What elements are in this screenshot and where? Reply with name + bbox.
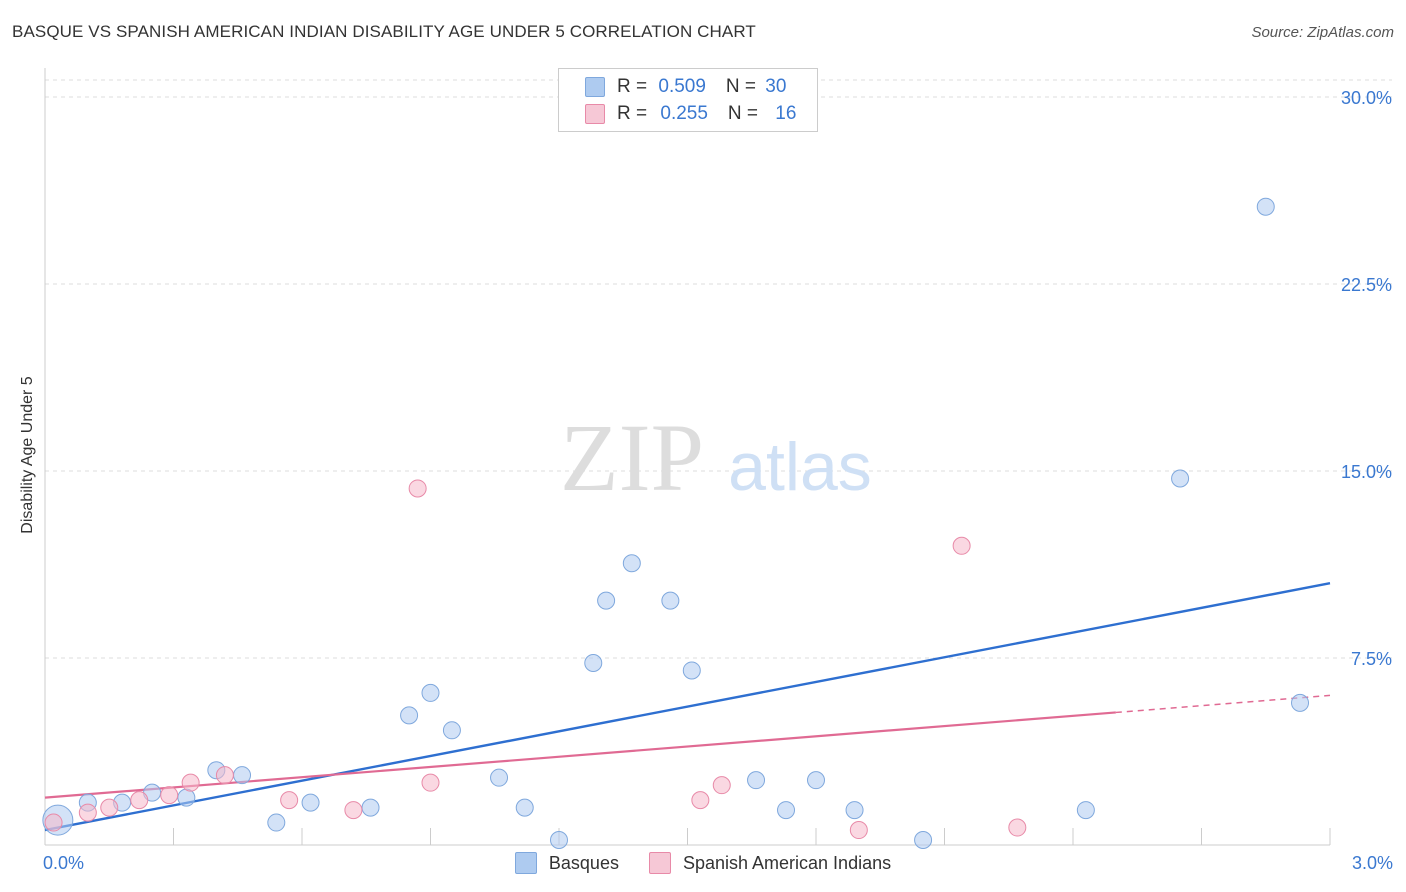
point-basques — [233, 766, 252, 785]
source-label: Source: ZipAtlas.com — [1251, 24, 1394, 41]
legend-row-spanish-american-indians: R = 0.255 N = 16 — [585, 102, 796, 126]
data-points — [42, 197, 1310, 850]
tick-labels: 7.5% 15.0% 22.5% 30.0% 0.0% 3.0% — [43, 88, 1393, 873]
point-basques — [490, 768, 509, 787]
point-basques — [1291, 693, 1310, 712]
point-basques — [1171, 469, 1190, 488]
point-basques — [301, 793, 320, 812]
chart-title: BASQUE VS SPANISH AMERICAN INDIAN DISABI… — [12, 22, 756, 41]
series-legend: Basques Spanish American Indians — [0, 852, 1406, 874]
legend-n-label: N = — [727, 103, 764, 124]
watermark-zip: ZIP — [560, 404, 704, 511]
legend-r-value: 0.509 — [658, 76, 706, 97]
legend-n-value: 16 — [775, 103, 797, 124]
point-basques — [1076, 801, 1095, 820]
point-spanish-american-indians — [691, 791, 710, 810]
y-tick-label: 30.0% — [1341, 88, 1392, 108]
y-tick-label: 15.0% — [1341, 462, 1392, 482]
legend-r-value: 0.255 — [660, 103, 708, 124]
legend-swatch-spanish-american-indians — [585, 104, 605, 124]
legend-r-label: R = — [617, 76, 653, 97]
point-basques — [682, 661, 701, 680]
point-spanish-american-indians — [1008, 818, 1027, 837]
point-basques — [747, 771, 766, 790]
point-basques — [584, 653, 603, 672]
watermark: ZIP atlas — [560, 404, 872, 511]
point-basques — [361, 798, 380, 817]
point-basques — [807, 771, 825, 790]
legend-n-label: N = — [725, 76, 762, 97]
y-tick-label: 22.5% — [1341, 275, 1392, 295]
trend-line-0 — [44, 582, 1331, 832]
point-basques — [914, 831, 933, 850]
stats-legend: R = 0.509 N = 30 R = 0.255 N = 16 — [558, 68, 818, 132]
point-spanish-american-indians — [421, 773, 440, 792]
point-spanish-american-indians — [160, 786, 179, 805]
legend-row-basques: R = 0.509 N = 30 — [585, 75, 786, 99]
watermark-atlas: atlas — [728, 429, 872, 505]
point-basques — [661, 591, 680, 610]
legend-item-basques[interactable]: Basques — [514, 852, 619, 874]
point-basques — [400, 706, 419, 725]
point-spanish-american-indians — [78, 803, 97, 822]
point-spanish-american-indians — [181, 773, 200, 792]
point-spanish-american-indians — [849, 821, 868, 840]
y-tick-label: 7.5% — [1351, 649, 1392, 669]
point-basques — [597, 591, 616, 610]
legend-label-basques: Basques — [548, 852, 619, 873]
point-spanish-american-indians — [100, 798, 119, 817]
legend-swatch-basques — [514, 852, 537, 874]
point-basques — [550, 831, 568, 850]
point-spanish-american-indians — [408, 479, 427, 498]
point-basques — [1256, 197, 1275, 216]
legend-swatch-spanish-american-indians — [648, 852, 671, 874]
trend-line-1 — [44, 711, 1116, 799]
x-tick-label: 3.0% — [1352, 853, 1393, 873]
point-spanish-american-indians — [215, 766, 234, 785]
point-spanish-american-indians — [952, 536, 971, 555]
point-basques — [622, 554, 641, 573]
trend-lines — [44, 582, 1331, 832]
point-basques — [267, 813, 286, 832]
point-spanish-american-indians — [712, 776, 731, 795]
point-spanish-american-indians — [280, 791, 299, 810]
point-spanish-american-indians — [44, 813, 63, 832]
point-basques — [177, 788, 196, 807]
legend-n-value: 30 — [765, 76, 787, 97]
point-spanish-american-indians — [130, 791, 149, 810]
point-basques — [777, 801, 796, 820]
axes — [44, 68, 1331, 846]
point-basques — [442, 721, 461, 740]
legend-swatch-basques — [585, 77, 605, 97]
point-spanish-american-indians — [344, 801, 363, 820]
grid-lines — [45, 79, 1392, 659]
point-basques — [421, 683, 440, 702]
legend-item-spanish-american-indians[interactable]: Spanish American Indians — [648, 852, 892, 874]
legend-r-label: R = — [617, 103, 653, 124]
x-tick-label: 0.0% — [43, 853, 84, 873]
point-basques — [845, 801, 864, 820]
point-basques — [515, 798, 534, 817]
legend-label-spanish-american-indians: Spanish American Indians — [682, 852, 892, 873]
